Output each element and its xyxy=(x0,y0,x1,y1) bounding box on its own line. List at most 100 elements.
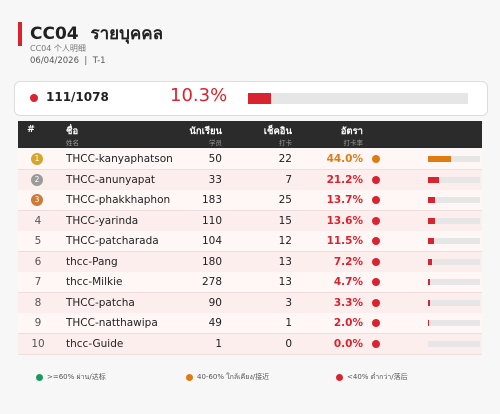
rate: 13.7% xyxy=(326,194,363,206)
column-subheader: 打卡率 xyxy=(343,139,364,147)
rate-track xyxy=(428,279,480,285)
checkins: 22 xyxy=(278,153,292,165)
rate: 0.0% xyxy=(333,337,363,350)
rate: 21.2% xyxy=(326,173,363,186)
rate-track xyxy=(428,156,480,162)
status-dot xyxy=(372,319,380,327)
rate-bar xyxy=(428,156,451,162)
rank: 4 xyxy=(34,214,42,227)
column-header: ชื่อ xyxy=(66,126,79,137)
separator: | xyxy=(84,56,88,66)
status-dot xyxy=(372,175,380,184)
legend-label: 40-60% ใกล้เคียง/接近 xyxy=(197,373,270,381)
summary-rate: 10.3% xyxy=(170,85,228,106)
rate: 4.7% xyxy=(333,276,363,288)
students: 278 xyxy=(201,276,222,288)
accent xyxy=(18,22,22,46)
rate-bar xyxy=(428,197,436,203)
rate-bar xyxy=(428,217,436,224)
name: THCC-patcha xyxy=(66,296,135,309)
students: 90 xyxy=(208,296,222,309)
name: thcc-Guide xyxy=(66,337,124,350)
students: 180 xyxy=(201,255,222,268)
name: THCC-kanyaphatson xyxy=(66,153,173,165)
checkins: 13 xyxy=(278,255,292,268)
rate-track xyxy=(428,217,480,224)
rate-track xyxy=(428,299,480,306)
checkins: 3 xyxy=(285,296,292,309)
rank: 8 xyxy=(34,296,42,309)
rate-track xyxy=(428,320,480,326)
column-subheader: 学员 xyxy=(209,139,222,147)
rank: 7 xyxy=(34,276,42,288)
students: 33 xyxy=(208,173,222,186)
rank: 9 xyxy=(34,317,42,329)
rate-bar xyxy=(428,299,430,306)
column-subheader: 打卡 xyxy=(279,139,292,147)
name: THCC-anunyapat xyxy=(66,173,156,186)
status-dot xyxy=(372,298,380,307)
checkins: 0 xyxy=(285,337,292,350)
column-header: # xyxy=(27,124,35,135)
students: 1 xyxy=(215,337,222,350)
rate: 13.6% xyxy=(326,214,363,227)
legend-dot xyxy=(36,374,43,381)
table-row: 9 THCC-natthawipa 49 1 2.0% xyxy=(18,313,482,334)
table-row: 2 THCC-anunyapat 33 7 21.2% xyxy=(18,169,482,191)
status-dot xyxy=(372,196,380,204)
column-header: อัตรา xyxy=(340,126,363,137)
table-row: 10 thcc-Guide 1 0 0.0% xyxy=(18,333,482,355)
rank-medal: 2 xyxy=(31,173,43,186)
students: 183 xyxy=(201,194,222,206)
students: 104 xyxy=(201,235,222,247)
rate-bar xyxy=(428,258,432,265)
table-row: 1 THCC-kanyaphatson 50 22 44.0% xyxy=(18,149,482,170)
checkins: 25 xyxy=(278,194,292,206)
checkins: 15 xyxy=(278,214,292,227)
name: THCC-phakkhaphon xyxy=(66,194,171,206)
table-row: 8 THCC-patcha 90 3 3.3% xyxy=(18,292,482,314)
rate-bar xyxy=(428,176,440,183)
name: THCC-yarinda xyxy=(66,214,139,227)
rank-medal: 1 xyxy=(31,153,43,165)
summary-dot xyxy=(30,94,38,102)
summary-track xyxy=(248,93,468,104)
rate-bar xyxy=(428,279,431,285)
checkins: 13 xyxy=(278,276,292,288)
table-header xyxy=(18,121,482,148)
students: 110 xyxy=(201,214,222,227)
title: CC04 รายบุคคล xyxy=(30,20,163,47)
table-row: 5 THCC-patcharada 104 12 11.5% xyxy=(18,231,482,252)
legend-label: <40% ต่ำกว่า/落后 xyxy=(347,373,408,381)
status-dot xyxy=(372,339,380,348)
summary-count: 111/1078 xyxy=(46,90,109,104)
summary-bar xyxy=(248,93,271,104)
rate-track xyxy=(428,258,480,265)
legend-dot xyxy=(186,374,193,381)
table-row: 3 THCC-phakkhaphon 183 25 13.7% xyxy=(18,190,482,211)
date: 06/04/2026 xyxy=(30,56,79,66)
rate-track xyxy=(428,238,480,244)
status-dot xyxy=(372,278,380,286)
name: thcc-Milkie xyxy=(66,276,123,288)
column-header: เช็คอิน xyxy=(263,126,292,137)
checkins: 1 xyxy=(285,317,292,329)
rate: 44.0% xyxy=(326,153,363,165)
name: THCC-natthawipa xyxy=(66,317,158,329)
title-code: CC04 xyxy=(30,24,79,44)
status-dot xyxy=(372,237,380,245)
rate: 11.5% xyxy=(326,235,363,247)
rank: 5 xyxy=(34,235,42,247)
rank: 10 xyxy=(31,337,45,350)
students: 50 xyxy=(208,153,222,165)
status-dot xyxy=(372,155,380,163)
rate-bar xyxy=(428,320,430,326)
legend-label: >=60% ผ่าน/达标 xyxy=(47,373,106,381)
column-header: นักเรียน xyxy=(189,126,222,137)
rate: 7.2% xyxy=(333,255,363,268)
checkins: 12 xyxy=(278,235,292,247)
rate: 3.3% xyxy=(333,296,363,309)
rate: 2.0% xyxy=(333,317,363,329)
table-row: 6 thcc-Pang 180 13 7.2% xyxy=(18,251,482,273)
